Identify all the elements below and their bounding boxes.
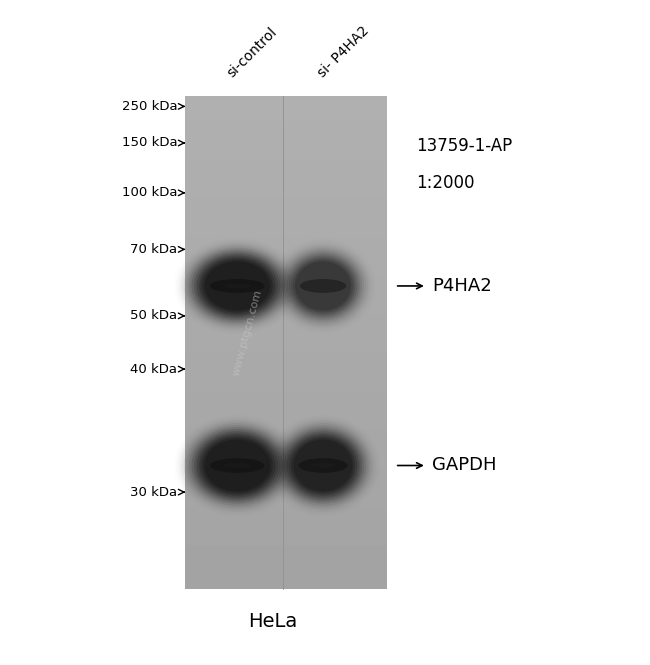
Text: 150 kDa: 150 kDa	[122, 136, 177, 150]
Ellipse shape	[200, 436, 275, 495]
Ellipse shape	[224, 284, 251, 288]
Ellipse shape	[277, 425, 369, 506]
Ellipse shape	[311, 284, 335, 288]
Text: 40 kDa: 40 kDa	[130, 362, 177, 376]
Ellipse shape	[200, 257, 275, 315]
Ellipse shape	[205, 261, 270, 311]
Ellipse shape	[202, 438, 272, 493]
Ellipse shape	[189, 427, 285, 504]
Ellipse shape	[224, 463, 251, 468]
Text: si- P4HA2: si- P4HA2	[315, 23, 372, 80]
Ellipse shape	[284, 251, 362, 321]
Ellipse shape	[289, 255, 358, 317]
Ellipse shape	[197, 255, 278, 317]
Text: 1:2000: 1:2000	[416, 174, 474, 192]
Ellipse shape	[298, 458, 348, 473]
Text: 70 kDa: 70 kDa	[130, 243, 177, 256]
Ellipse shape	[280, 247, 367, 325]
Ellipse shape	[205, 440, 270, 491]
Ellipse shape	[289, 436, 358, 495]
Text: P4HA2: P4HA2	[432, 277, 491, 295]
Text: 100 kDa: 100 kDa	[122, 186, 177, 200]
Ellipse shape	[291, 257, 356, 315]
Ellipse shape	[192, 429, 283, 502]
Ellipse shape	[294, 440, 352, 491]
Ellipse shape	[287, 253, 359, 319]
Ellipse shape	[210, 279, 265, 293]
Ellipse shape	[187, 425, 288, 506]
Ellipse shape	[189, 249, 285, 323]
Ellipse shape	[194, 253, 280, 319]
Ellipse shape	[295, 261, 351, 311]
Text: HeLa: HeLa	[248, 612, 298, 631]
Text: si-control: si-control	[224, 25, 280, 80]
Text: 13759-1-AP: 13759-1-AP	[416, 137, 512, 156]
Ellipse shape	[293, 259, 353, 313]
Ellipse shape	[202, 259, 272, 313]
Ellipse shape	[284, 432, 362, 499]
Ellipse shape	[210, 458, 265, 473]
Ellipse shape	[311, 463, 335, 468]
Text: www.ptgcn.com: www.ptgcn.com	[231, 288, 263, 377]
Text: 250 kDa: 250 kDa	[122, 100, 177, 113]
Text: GAPDH: GAPDH	[432, 456, 496, 475]
Ellipse shape	[194, 432, 280, 499]
Text: 30 kDa: 30 kDa	[130, 485, 177, 499]
Ellipse shape	[300, 279, 346, 293]
Ellipse shape	[187, 247, 288, 325]
Ellipse shape	[275, 423, 371, 508]
Ellipse shape	[291, 438, 355, 493]
Ellipse shape	[282, 429, 364, 502]
Text: 50 kDa: 50 kDa	[130, 309, 177, 323]
Ellipse shape	[184, 245, 291, 327]
Ellipse shape	[282, 249, 364, 323]
Ellipse shape	[287, 434, 359, 497]
Ellipse shape	[197, 434, 278, 497]
Ellipse shape	[192, 251, 283, 321]
Ellipse shape	[280, 427, 367, 504]
Ellipse shape	[184, 423, 291, 508]
